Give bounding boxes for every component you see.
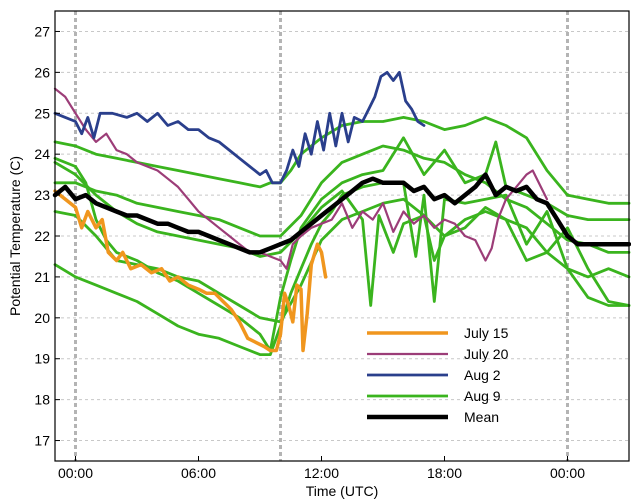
y-tick-label-0: 17 [34, 433, 50, 449]
y-axis-label: Potential Temperature (C) [7, 156, 23, 316]
x-tick-label-4: 00:00 [550, 465, 585, 481]
y-tick-label-2: 19 [34, 351, 50, 367]
legend-label-july-15: July 15 [464, 325, 509, 341]
y-tick-label-4: 21 [34, 269, 50, 285]
x-axis-label: Time (UTC) [306, 483, 379, 499]
y-tick-label-9: 26 [34, 64, 50, 80]
y-ticks: 17 18 19 20 21 22 23 24 25 26 27 [34, 23, 60, 449]
series-line-july-15 [53, 189, 328, 353]
y-tick-label-3: 20 [34, 310, 50, 326]
grid-lines [55, 30, 629, 442]
legend-label-aug-2: Aug 2 [464, 367, 501, 383]
x-tick-label-3: 18:00 [427, 465, 462, 481]
series-line-july-20 [53, 87, 549, 270]
series-line-aug-9-4 [53, 144, 631, 254]
x-tick-label-1: 06:00 [181, 465, 216, 481]
y-tick-label-8: 25 [34, 105, 50, 121]
y-tick-label-7: 24 [34, 146, 50, 162]
legend-label-mean: Mean [464, 409, 499, 425]
y-tick-label-6: 23 [34, 187, 50, 203]
x-tick-label-0: 00:00 [58, 465, 93, 481]
series-line-aug-9-6 [53, 136, 631, 352]
legend: July 15 July 20 Aug 2 Aug 9 Mean [367, 325, 509, 425]
series-line-aug-9-2 [53, 181, 631, 356]
series-line-aug-9-3 [53, 161, 631, 307]
x-ticks: 00:00 06:00 12:00 18:00 00:00 [58, 456, 585, 481]
series-line-aug-9-1 [53, 197, 631, 324]
legend-label-aug-9: Aug 9 [464, 388, 501, 404]
legend-label-july-20: July 20 [464, 346, 509, 362]
x-tick-label-2: 12:00 [304, 465, 339, 481]
y-tick-label-1: 18 [34, 392, 50, 408]
plot-series [52, 71, 631, 356]
y-tick-label-5: 22 [34, 228, 50, 244]
series-line-mean [52, 172, 631, 255]
series-line-aug-2 [53, 71, 426, 185]
y-tick-label-10: 27 [34, 23, 50, 39]
